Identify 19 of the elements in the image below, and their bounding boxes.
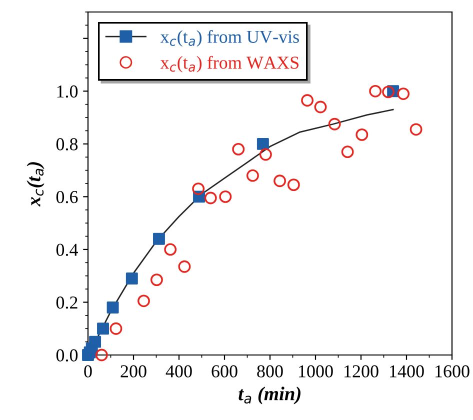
x-tick-label: 400 [166,365,192,378]
y-tick-label: 0.0 [56,349,78,362]
x-tick-label: 1000 [299,365,333,378]
x-tick-label: 0 [84,365,92,378]
x-axis-title: t$_{a}$ (min) [238,386,300,404]
x-tick-label: 600 [212,365,238,378]
x-tick-label: 200 [120,365,146,378]
x-tick-label: 1600 [436,365,470,378]
y-tick-label: 0.4 [56,244,78,256]
y-axis-title: x$_{c}$(t$_{a}$) [26,162,44,206]
y-tick-label: 0.2 [56,296,78,309]
y-tick-label: 0.6 [56,190,78,204]
x-tick-label: 800 [257,365,283,378]
legend-label: x$_{c}$(t$_{a}$) from UV-vis [160,30,299,47]
y-tick-label: 1.0 [57,85,78,98]
x-tick-label: 1400 [390,365,424,378]
y-tick-label: 0.8 [56,138,78,150]
x-tick-label: 1200 [344,365,378,378]
legend-label: x$_{c}$(t$_{a}$) from WAXS [160,56,298,72]
